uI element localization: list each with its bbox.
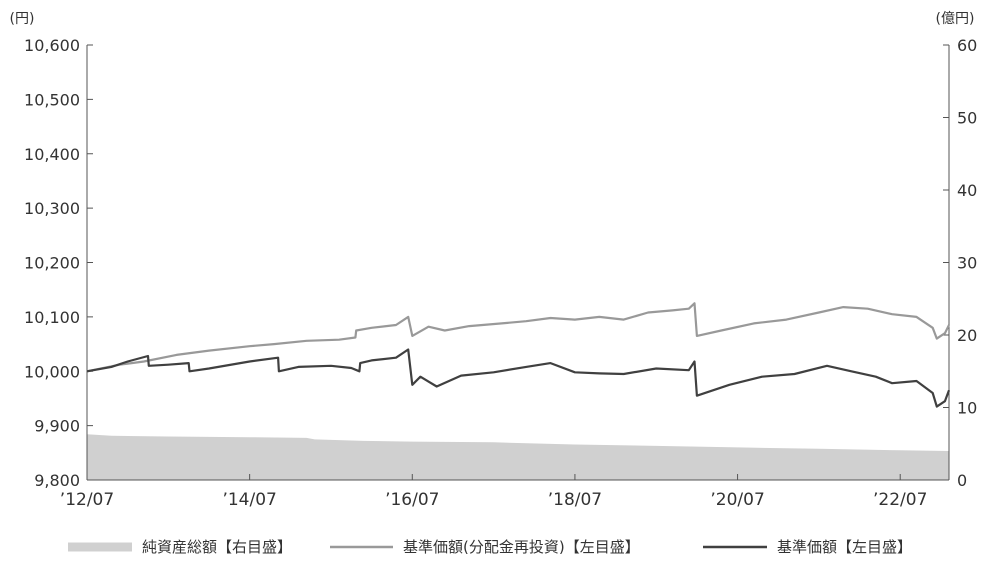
left-tick-label: 10,200 [24,254,80,273]
tick-labels: 9,800 9,900 10,000 10,100 10,200 10,300 10,400… [24,36,977,510]
nav-reinvested-line [86,302,950,373]
legend-label: 基準価額【左目盛】 [777,538,912,556]
left-tick-label: 10,400 [24,145,80,164]
unit-labels: (円) (億円) [10,11,975,27]
net-assets-area [87,434,949,480]
x-tick-label: ’18/07 [548,490,602,510]
right-tick-label: 50 [957,109,977,128]
right-unit-label: (億円) [936,11,975,27]
right-tick-label: 60 [957,36,977,55]
net-assets-area-layer [87,434,949,480]
right-tick-label: 10 [957,399,977,418]
left-unit-label: (円) [10,11,35,27]
left-tick-label: 10,100 [24,308,80,327]
legend-item-net-assets: 純資産総額【右目盛】 [68,538,292,556]
x-tick-label: ’20/07 [710,490,764,510]
left-tick-label: 9,900 [34,417,80,436]
legend: 純資産総額【右目盛】 基準価額(分配金再投資)【左目盛】 基準価額【左目盛】 [68,538,912,556]
left-tick-label: 10,500 [24,90,80,109]
legend-item-nav: 基準価額【左目盛】 [703,538,912,556]
x-tick-label: ’16/07 [385,490,439,510]
legend-label: 純資産総額【右目盛】 [142,538,292,556]
right-tick-label: 30 [957,254,977,273]
nav-line [86,348,951,408]
x-tick-label: ’22/07 [873,490,927,510]
axes [86,44,950,481]
right-tick-label: 40 [957,181,977,200]
left-tick-label: 9,800 [34,471,80,490]
left-tick-label: 10,600 [24,36,80,55]
x-tick-label: ’14/07 [222,490,276,510]
left-tick-label: 10,000 [24,362,80,381]
legend-item-nav-reinvested: 基準価額(分配金再投資)【左目盛】 [330,538,640,556]
right-tick-label: 0 [957,471,967,490]
price-lines-layer [86,302,951,408]
left-tick-label: 10,300 [24,199,80,218]
legend-label: 基準価額(分配金再投資)【左目盛】 [403,538,640,556]
right-tick-label: 20 [957,326,977,345]
x-tick-label: ’12/07 [60,490,114,510]
